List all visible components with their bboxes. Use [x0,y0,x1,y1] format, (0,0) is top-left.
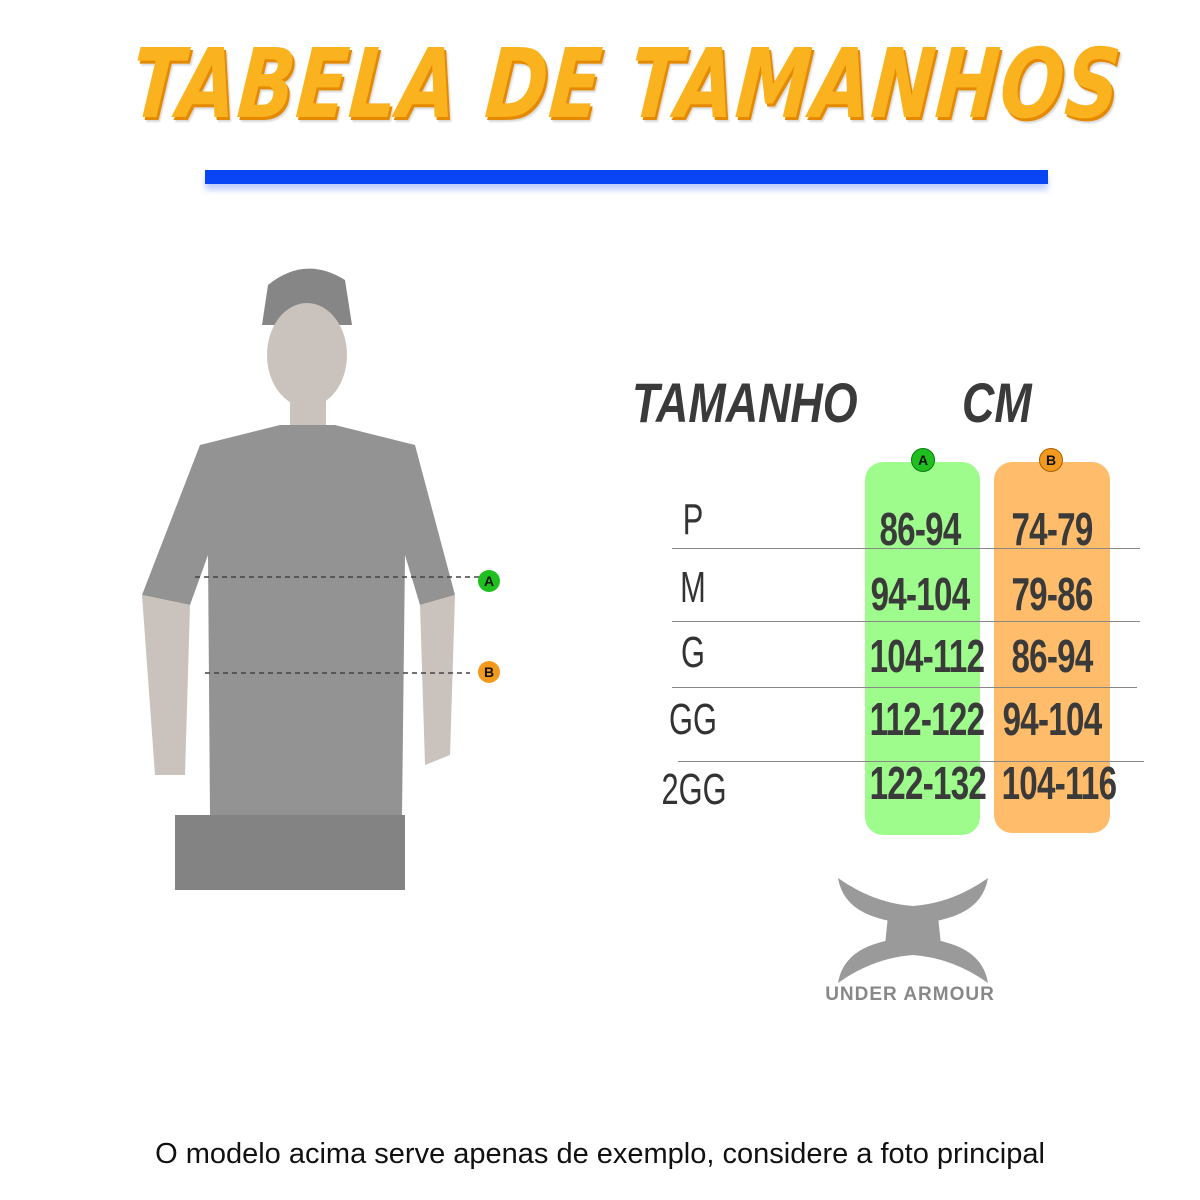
value-a: 86-94 [879,503,961,555]
marker-a: A [478,570,500,592]
column-a [865,462,980,835]
value-a: 104-112 [869,630,985,682]
value-b: 86-94 [1011,630,1093,682]
size-label: M [680,563,706,612]
footer-note: O modelo acima serve apenas de exemplo, … [155,1138,1045,1170]
value-b: 94-104 [1002,693,1103,745]
header-unit: CM [962,371,1032,434]
size-label: P [682,495,704,544]
header-size: TAMANHO [632,371,858,434]
row-divider [678,761,1144,762]
column-b [994,462,1110,833]
title-underline [205,170,1048,184]
model-photo [142,268,480,890]
column-a-badge: A [911,448,935,472]
size-label: G [681,628,705,677]
under-armour-logo-icon [838,878,988,983]
column-b-badge: B [1039,448,1063,472]
row-divider [672,548,1140,549]
page-title: TABELA DE TAMANHOS [127,28,1126,140]
size-label: 2GG [661,765,727,814]
brand-name: UNDER ARMOUR [825,984,995,1005]
value-b: 74-79 [1011,503,1093,555]
value-a: 94-104 [870,568,971,620]
row-divider [672,687,1137,688]
value-a: 122-132 [869,757,987,809]
value-a: 112-122 [869,693,985,745]
size-label: GG [669,695,717,744]
row-divider [672,621,1140,622]
value-b: 104-116 [1001,757,1117,809]
value-b: 79-86 [1011,568,1093,620]
marker-b: B [478,661,500,683]
